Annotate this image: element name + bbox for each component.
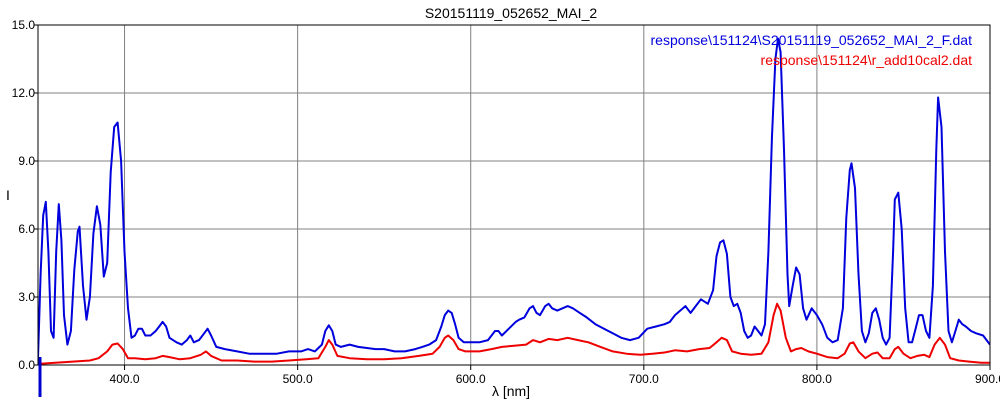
legend: response\151124\S20151119_052652_MAI_2_F… (651, 32, 973, 68)
legend-entry-2: response\151124\r_add10cal2.dat (761, 52, 973, 68)
series-layer (38, 37, 990, 365)
x-tick-label: 700.0 (629, 372, 659, 386)
x-tick-label: 500.0 (283, 372, 313, 386)
x-tick-label: 600.0 (456, 372, 486, 386)
y-tick-label: 0.0 (18, 358, 35, 372)
x-tick-label: 400.0 (110, 372, 140, 386)
y-axis-label: I (6, 187, 10, 203)
y-tick-label: 9.0 (18, 154, 35, 168)
series-line-1 (38, 37, 990, 359)
axes: 400.0 500.0 600.0 700.0 800.0 900.0 0.0 3.0 6.0 9… (12, 18, 1000, 397)
y-tick-label: 6.0 (18, 222, 35, 236)
x-tick-label: 800.0 (802, 372, 832, 386)
chart-title: S20151119_052652_MAI_2 (425, 5, 598, 21)
x-tick-label: 900.0 (975, 372, 1000, 386)
y-tick-label: 12.0 (12, 86, 36, 100)
series-line-2 (38, 302, 990, 365)
y-tick-label: 15.0 (12, 18, 36, 32)
x-axis-label: λ [nm] (492, 383, 530, 399)
y-tick-label: 3.0 (18, 290, 35, 304)
legend-entry-1: response\151124\S20151119_052652_MAI_2_F… (651, 32, 973, 48)
plot-frame (37, 24, 991, 366)
